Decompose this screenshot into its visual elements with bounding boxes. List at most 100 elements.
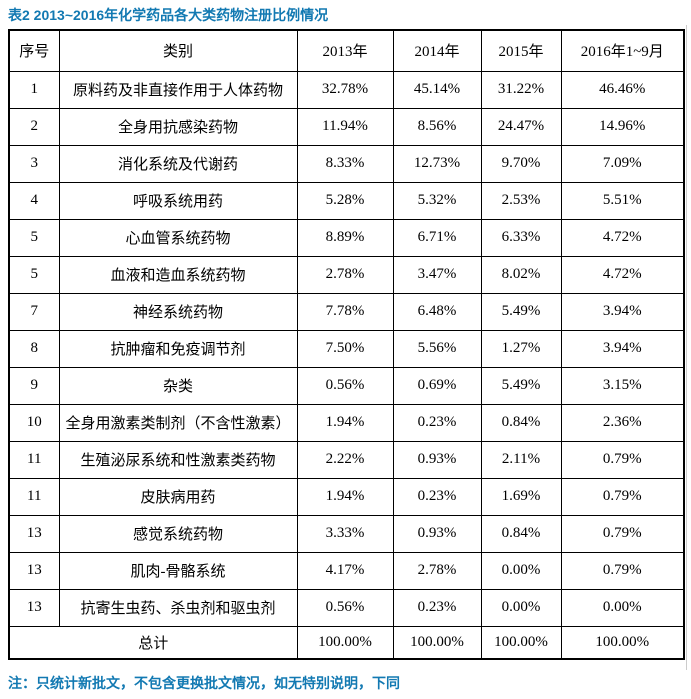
row-number-cell: 13 [8,588,60,627]
value-cell: 31.22% [480,70,562,109]
value-cell: 7.78% [296,292,394,331]
category-cell: 感觉系统药物 [58,514,298,553]
table-row: 8 抗肿瘤和免疫调节剂 7.50% 5.56% 1.27% 3.94% [8,329,685,368]
value-cell: 2.11% [480,440,562,479]
table-row: 1 原料药及非直接作用于人体药物 32.78% 45.14% 31.22% 46.46% [8,70,685,109]
value-cell: 4.72% [560,218,685,257]
table-body: 1 原料药及非直接作用于人体药物 32.78% 45.14% 31.22% 46.46% 2… [8,70,685,627]
value-cell: 3.47% [392,255,482,294]
value-cell: 2.78% [296,255,394,294]
value-cell: 2.53% [480,181,562,220]
table-row: 2 全身用抗感染药物 11.94% 8.56% 24.47% 14.96% [8,107,685,146]
value-cell: 4.17% [296,551,394,590]
value-cell: 8.02% [480,255,562,294]
row-number-cell: 7 [8,292,60,331]
row-number-cell: 13 [8,551,60,590]
value-cell: 3.33% [296,514,394,553]
category-cell: 杂类 [58,366,298,405]
category-cell: 神经系统药物 [58,292,298,331]
value-cell: 8.33% [296,144,394,183]
value-cell: 8.56% [392,107,482,146]
value-cell: 3.94% [560,329,685,368]
row-number-cell: 11 [8,477,60,516]
header-serial-number: 序号 [8,29,60,72]
row-number-cell: 4 [8,181,60,220]
value-cell: 0.23% [392,588,482,627]
row-number-cell: 1 [8,70,60,109]
value-cell: 5.49% [480,292,562,331]
value-cell: 12.73% [392,144,482,183]
header-year-2015: 2015年 [480,29,562,72]
table-row: 3 消化系统及代谢药 8.33% 12.73% 9.70% 7.09% [8,144,685,183]
total-value-cell: 100.00% [560,625,685,660]
row-number-cell: 5 [8,255,60,294]
row-number-cell: 13 [8,514,60,553]
table-row: 11 皮肤病用药 1.94% 0.23% 1.69% 0.79% [8,477,685,516]
value-cell: 0.00% [480,551,562,590]
value-cell: 0.23% [392,403,482,442]
value-cell: 0.84% [480,514,562,553]
value-cell: 46.46% [560,70,685,109]
value-cell: 3.94% [560,292,685,331]
category-cell: 心血管系统药物 [58,218,298,257]
category-cell: 抗寄生虫药、杀虫剂和驱虫剂 [58,588,298,627]
value-cell: 5.49% [480,366,562,405]
table-row: 9 杂类 0.56% 0.69% 5.49% 3.15% [8,366,685,405]
value-cell: 1.94% [296,477,394,516]
value-cell: 14.96% [560,107,685,146]
value-cell: 5.51% [560,181,685,220]
value-cell: 4.72% [560,255,685,294]
category-cell: 血液和造血系统药物 [58,255,298,294]
scrollbar-track[interactable] [686,25,687,670]
value-cell: 5.28% [296,181,394,220]
value-cell: 7.09% [560,144,685,183]
value-cell: 3.15% [560,366,685,405]
row-number-cell: 5 [8,218,60,257]
header-row: 序号 类别 2013年 2014年 2015年 2016年1~9月 [8,29,685,72]
table-row: 13 肌肉-骨骼系统 4.17% 2.78% 0.00% 0.79% [8,551,685,590]
table-row: 13 抗寄生虫药、杀虫剂和驱虫剂 0.56% 0.23% 0.00% 0.00% [8,588,685,627]
total-value-cell: 100.00% [296,625,394,660]
total-row: 总计 100.00% 100.00% 100.00% 100.00% [8,625,685,660]
value-cell: 0.23% [392,477,482,516]
header-year-2013: 2013年 [296,29,394,72]
value-cell: 11.94% [296,107,394,146]
total-value-cell: 100.00% [480,625,562,660]
header-year-2014: 2014年 [392,29,482,72]
value-cell: 0.79% [560,440,685,479]
value-cell: 0.69% [392,366,482,405]
category-cell: 肌肉-骨骼系统 [58,551,298,590]
value-cell: 0.00% [480,588,562,627]
table-row: 11 生殖泌尿系统和性激素类药物 2.22% 0.93% 2.11% 0.79% [8,440,685,479]
total-value-cell: 100.00% [392,625,482,660]
category-cell: 全身用抗感染药物 [58,107,298,146]
value-cell: 5.32% [392,181,482,220]
table-row: 13 感觉系统药物 3.33% 0.93% 0.84% 0.79% [8,514,685,553]
row-number-cell: 9 [8,366,60,405]
value-cell: 0.93% [392,514,482,553]
table-row: 4 呼吸系统用药 5.28% 5.32% 2.53% 5.51% [8,181,685,220]
value-cell: 9.70% [480,144,562,183]
table-row: 5 血液和造血系统药物 2.78% 3.47% 8.02% 4.72% [8,255,685,294]
table-row: 10 全身用激素类制剂（不含性激素） 1.94% 0.23% 0.84% 2.36% [8,403,685,442]
category-cell: 抗肿瘤和免疫调节剂 [58,329,298,368]
row-number-cell: 11 [8,440,60,479]
value-cell: 6.48% [392,292,482,331]
table-row: 7 神经系统药物 7.78% 6.48% 5.49% 3.94% [8,292,685,331]
value-cell: 7.50% [296,329,394,368]
value-cell: 2.22% [296,440,394,479]
table-row: 5 心血管系统药物 8.89% 6.71% 6.33% 4.72% [8,218,685,257]
value-cell: 32.78% [296,70,394,109]
drug-registration-table: 序号 类别 2013年 2014年 2015年 2016年1~9月 1 原料药及非… [8,29,685,660]
category-cell: 呼吸系统用药 [58,181,298,220]
value-cell: 0.79% [560,551,685,590]
value-cell: 5.56% [392,329,482,368]
value-cell: 1.69% [480,477,562,516]
value-cell: 6.71% [392,218,482,257]
value-cell: 0.93% [392,440,482,479]
value-cell: 1.27% [480,329,562,368]
value-cell: 0.56% [296,366,394,405]
value-cell: 2.78% [392,551,482,590]
value-cell: 0.00% [560,588,685,627]
